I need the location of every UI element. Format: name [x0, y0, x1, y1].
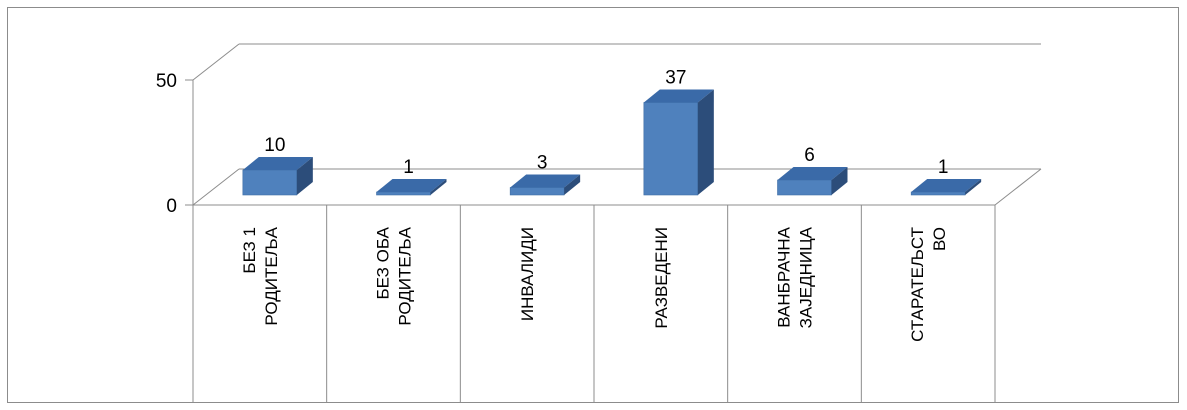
side-wall-top-line	[192, 43, 240, 81]
bar-front	[910, 191, 966, 196]
floor-left-line	[192, 168, 240, 206]
category-label: СТАРАТЕЉСТ	[908, 227, 927, 342]
bar-top	[510, 174, 581, 188]
data-label: 10	[264, 135, 285, 156]
floor-right-line	[994, 168, 1042, 206]
bar-0	[242, 157, 313, 196]
category-label: РОДИТЕЉА	[396, 226, 415, 325]
data-label: 3	[537, 153, 548, 174]
bar-side	[430, 179, 447, 195]
category-label: ИНВАЛИДИ	[518, 227, 537, 321]
bar-2	[509, 174, 581, 196]
bar-top	[777, 167, 848, 180]
category-label: БЕЗ 1	[240, 227, 259, 274]
bar-top	[911, 179, 982, 192]
bar-top	[376, 179, 447, 192]
bar-side	[697, 89, 714, 195]
bar-side	[296, 157, 313, 195]
bar-side	[831, 167, 848, 195]
bar-front	[509, 187, 565, 196]
bar-front	[643, 102, 699, 196]
bar-3	[643, 89, 714, 196]
bar-front	[376, 191, 431, 196]
category-label: ВАНБРАЧНА	[775, 226, 794, 327]
data-label: 1	[403, 157, 414, 178]
category-label: ЗАЈЕДНИЦА	[797, 226, 816, 328]
y-tick-label: 50	[156, 71, 177, 92]
y-tick-label: 0	[166, 196, 177, 217]
bar-top	[242, 157, 313, 170]
bar-side	[564, 174, 581, 195]
category-label: РАЗВЕДЕНИ	[652, 227, 671, 329]
data-label: 37	[665, 68, 686, 89]
bar-4	[777, 167, 848, 196]
bar-front	[777, 179, 832, 196]
data-label: 6	[804, 145, 815, 166]
category-label: РОДИТЕЉА	[262, 226, 281, 325]
category-label: БЕЗ ОБА	[374, 226, 393, 299]
category-label: ВО	[930, 227, 949, 251]
data-label: 1	[938, 157, 949, 178]
chart-walls	[185, 43, 1042, 403]
bar-1	[376, 179, 447, 196]
bar-top	[643, 89, 714, 103]
bar-side	[965, 179, 982, 195]
chart-bars	[242, 89, 982, 196]
bar-front	[242, 169, 298, 196]
bar-5	[910, 179, 982, 196]
